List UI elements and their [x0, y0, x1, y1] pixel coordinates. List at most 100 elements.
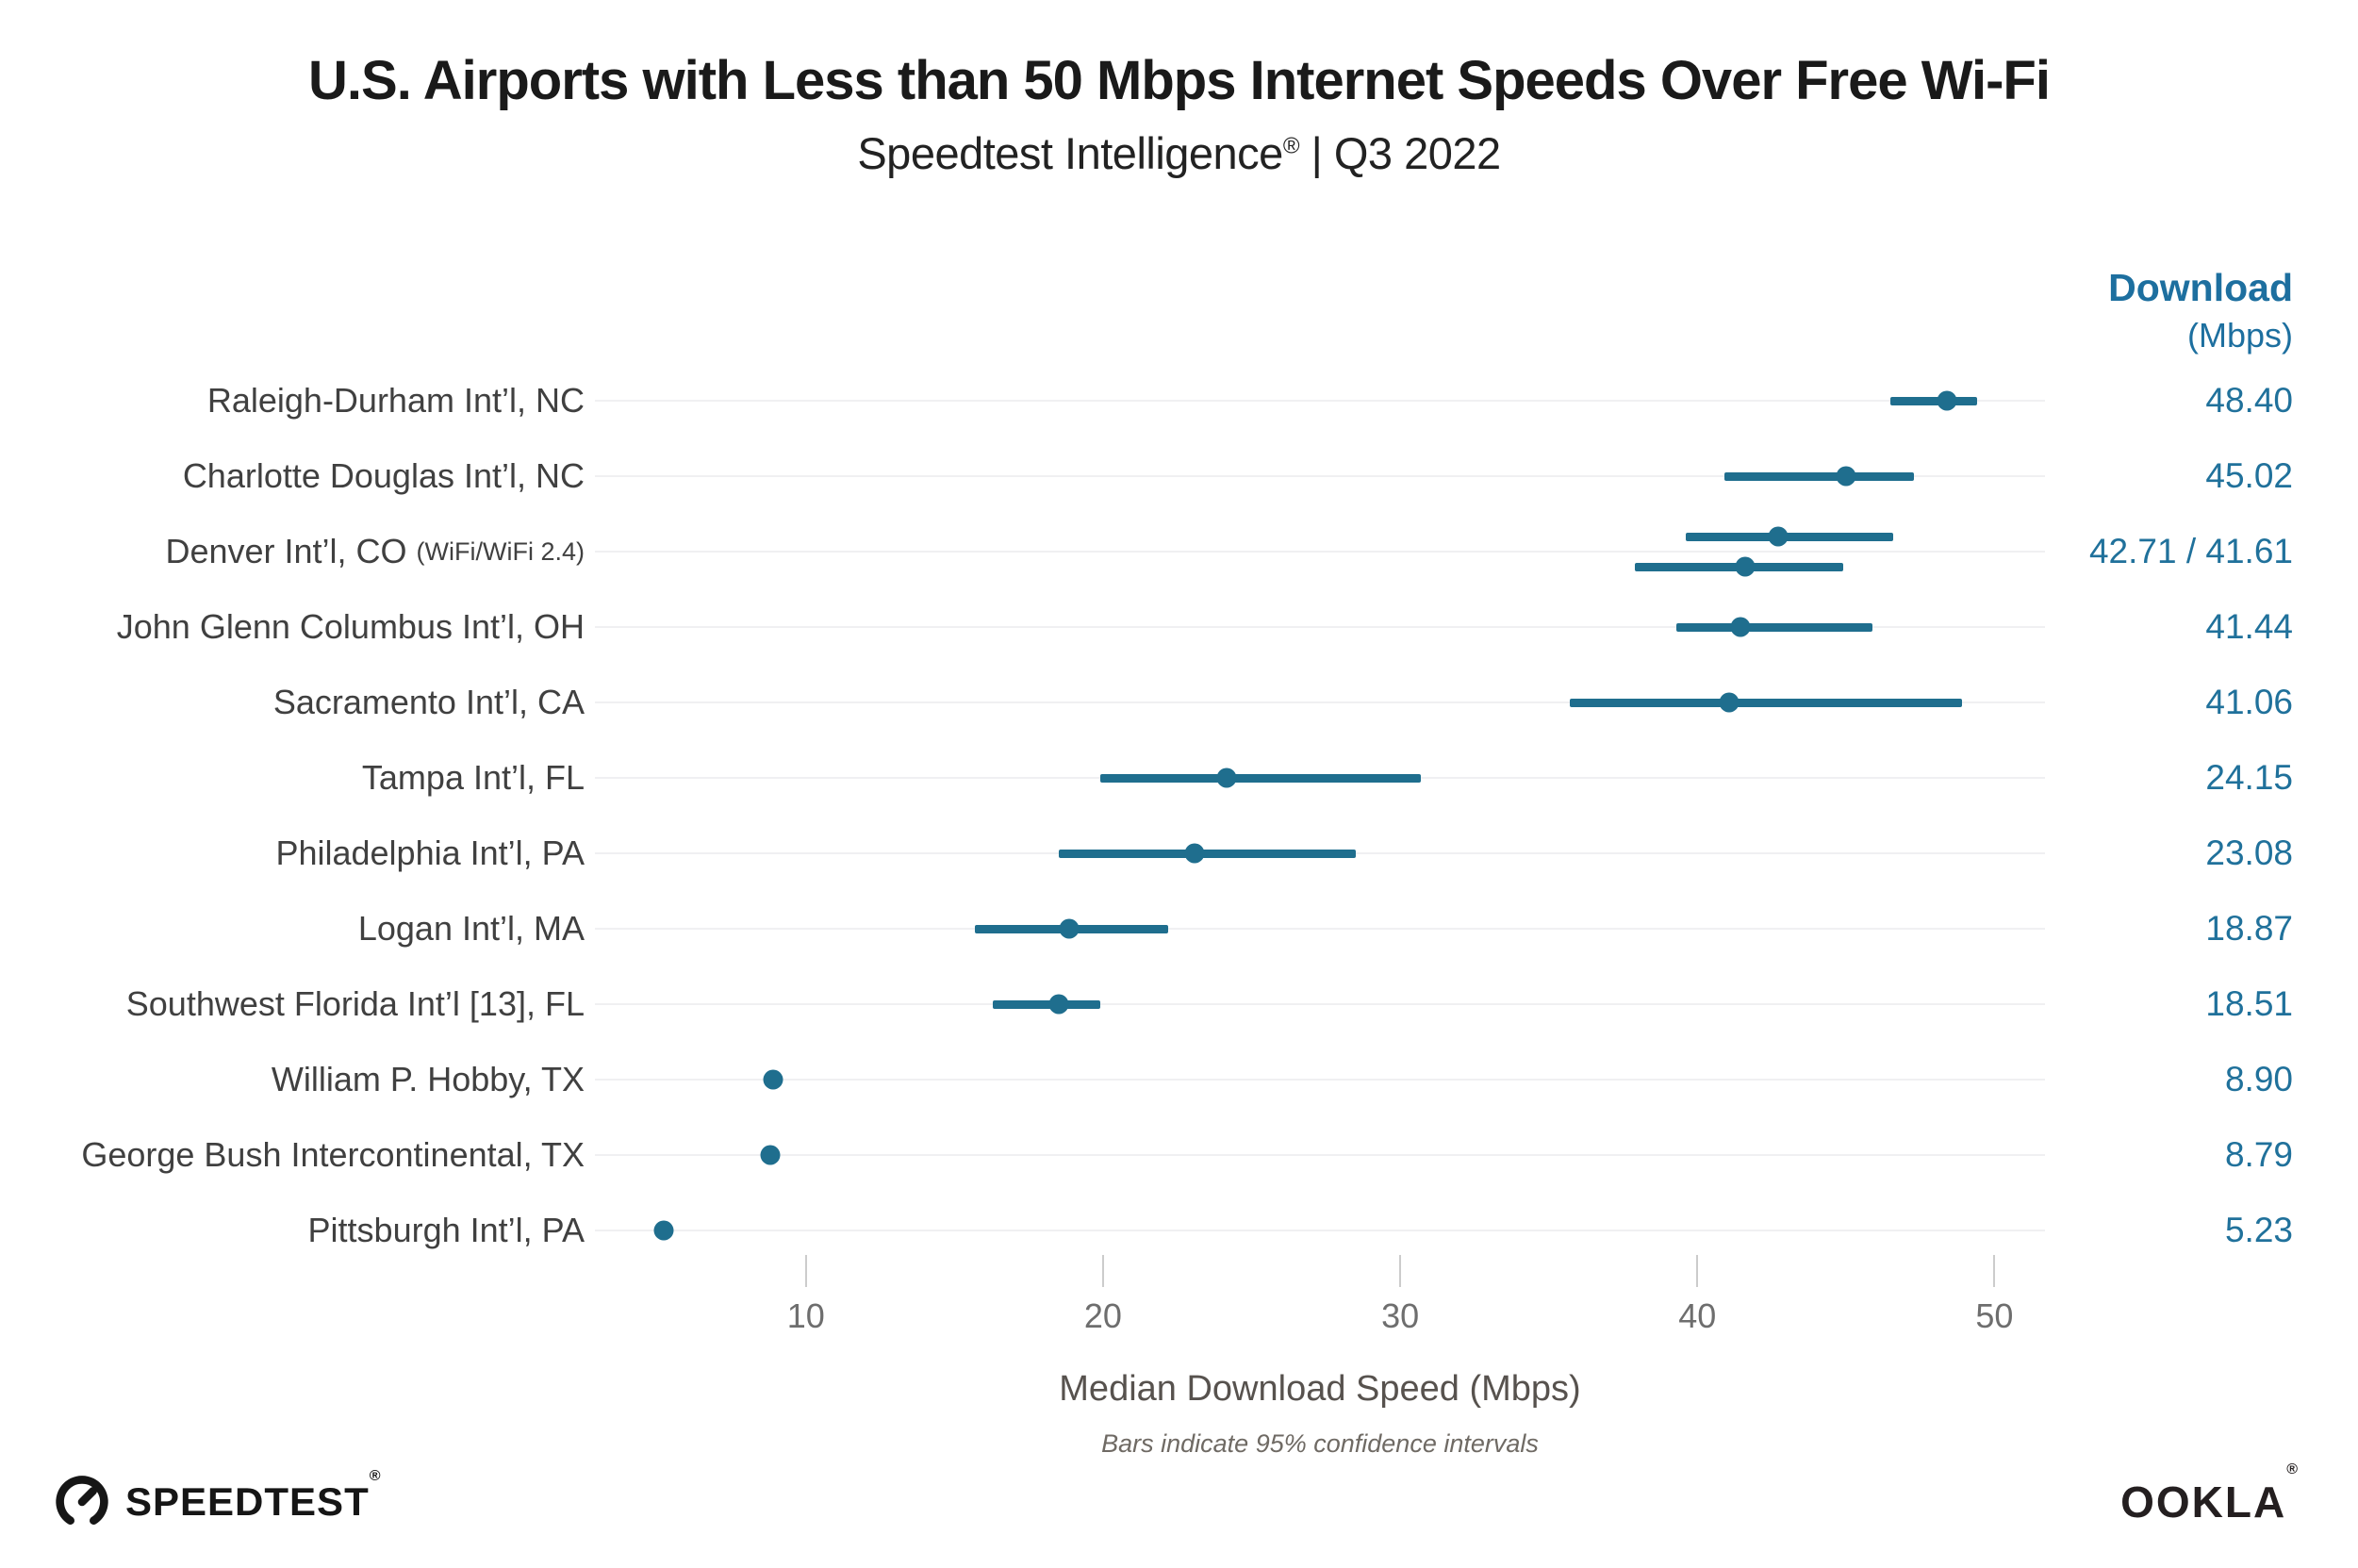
- chart-row: Logan Int’l, MA 18.87: [0, 891, 2358, 966]
- airport-label-note: (WiFi/WiFi 2.4): [416, 536, 585, 566]
- axis-tick: [1399, 1255, 1402, 1287]
- chart-header: U.S. Airports with Less than 50 Mbps Int…: [0, 49, 2358, 179]
- data-point-dot: [1048, 994, 1069, 1015]
- download-column-header-line1: Download: [2108, 266, 2293, 309]
- chart-row: Sacramento Int’l, CA 41.06: [0, 665, 2358, 740]
- download-value: 24.15: [2205, 758, 2293, 797]
- chart-row: Pittsburgh Int’l, PA 5.23: [0, 1193, 2358, 1268]
- download-value: 48.40: [2205, 381, 2293, 420]
- chart-row: William P. Hobby, TX 8.90: [0, 1042, 2358, 1117]
- row-gridline: [595, 928, 2045, 930]
- airport-label: William P. Hobby, TX: [271, 1060, 585, 1098]
- row-gridline: [595, 701, 2045, 703]
- row-gridline: [595, 626, 2045, 628]
- download-value: 41.44: [2205, 607, 2293, 646]
- confidence-interval-bar: [1685, 532, 1894, 541]
- chart-rows-area: Raleigh-Durham Int’l, NC 48.40 Charlotte D…: [0, 363, 2358, 1268]
- page-footer: SPEEDTEST® OOKLA®: [0, 1460, 2358, 1544]
- data-point-dot: [1059, 918, 1080, 939]
- row-plot-area: [595, 1117, 2045, 1193]
- download-value: 18.51: [2205, 984, 2293, 1023]
- ookla-wordmark: OOKLA: [2120, 1477, 2287, 1527]
- page-title: U.S. Airports with Less than 50 Mbps Int…: [308, 50, 2051, 111]
- confidence-interval-bar: [1676, 622, 1873, 632]
- data-point-dot: [763, 1069, 783, 1090]
- row-gridline: [595, 1230, 2045, 1231]
- row-plot-area: [595, 665, 2045, 740]
- axis-tick: [1696, 1255, 1699, 1287]
- airport-label: Philadelphia Int’l, PA: [275, 834, 585, 872]
- data-point-dot: [653, 1220, 674, 1241]
- row-plot-area: [595, 966, 2045, 1042]
- data-point-dot: [1719, 692, 1740, 713]
- row-plot-area: [595, 438, 2045, 514]
- row-plot-area: [595, 1042, 2045, 1117]
- data-point-dot: [1836, 466, 1856, 487]
- download-column-header: Download (Mbps): [2108, 266, 2293, 355]
- subtitle-period: | Q3 2022: [1299, 128, 1502, 178]
- data-point-dot: [1768, 526, 1789, 547]
- download-value: 5.23: [2224, 1211, 2293, 1249]
- chart-row: Denver Int’l, CO (WiFi/WiFi 2.4) 42.71 / 4…: [0, 514, 2358, 589]
- download-value: 45.02: [2205, 456, 2293, 495]
- download-column-header-line2: (Mbps): [2186, 316, 2293, 355]
- data-point-dot: [1937, 390, 1957, 411]
- registered-trademark-symbol: ®: [1282, 133, 1300, 159]
- airport-label: Logan Int’l, MA: [357, 909, 585, 948]
- row-plot-area: [595, 1193, 2045, 1268]
- row-plot-area: [595, 589, 2045, 665]
- chart-row: Philadelphia Int’l, PA 23.08: [0, 816, 2358, 891]
- chart-row: Charlotte Douglas Int’l, NC 45.02: [0, 438, 2358, 514]
- row-plot-area: [595, 891, 2045, 966]
- data-point-dot: [1735, 556, 1756, 577]
- row-plot-area: [595, 514, 2045, 589]
- chart-row: Southwest Florida Int’l [13], FL 18.51: [0, 966, 2358, 1042]
- row-gridline: [595, 551, 2045, 553]
- confidence-interval-bar: [1723, 471, 1915, 481]
- airport-label: Sacramento Int’l, CA: [272, 683, 585, 721]
- axis-tick: [1101, 1255, 1104, 1287]
- airport-label: Southwest Florida Int’l [13], FL: [125, 984, 585, 1023]
- axis-tick-label: 40: [1678, 1296, 1717, 1335]
- chart-row: John Glenn Columbus Int’l, OH 41.44: [0, 589, 2358, 665]
- axis-tick: [804, 1255, 807, 1287]
- axis-tick-label: 10: [786, 1296, 825, 1335]
- row-gridline: [595, 475, 2045, 477]
- row-gridline: [595, 1003, 2045, 1005]
- confidence-interval-bar: [1890, 396, 1977, 405]
- airport-label: Pittsburgh Int’l, PA: [307, 1211, 585, 1249]
- chart-row: Raleigh-Durham Int’l, NC 48.40: [0, 363, 2358, 438]
- airport-label: George Bush Intercontinental, TX: [81, 1135, 585, 1174]
- airport-label: Denver Int’l, CO (WiFi/WiFi 2.4): [165, 532, 585, 570]
- chart-footnote: Bars indicate 95% confidence intervals: [1101, 1429, 1539, 1458]
- speedtest-registered-mark: ®: [369, 1468, 382, 1484]
- row-plot-area: [595, 740, 2045, 816]
- download-value: 18.87: [2205, 909, 2293, 948]
- airport-label: John Glenn Columbus Int’l, OH: [116, 607, 585, 646]
- ookla-logo: OOKLA®: [2120, 1461, 2300, 1527]
- download-value: 23.08: [2205, 834, 2293, 872]
- confidence-interval-bar: [993, 999, 1100, 1009]
- ookla-registered-mark: ®: [2286, 1461, 2300, 1477]
- download-value: 8.79: [2224, 1135, 2293, 1174]
- speedtest-logo: SPEEDTEST®: [52, 1468, 382, 1532]
- row-gridline: [595, 1154, 2045, 1156]
- row-plot-area: [595, 816, 2045, 891]
- axis-tick-label: 30: [1381, 1296, 1420, 1335]
- data-point-dot: [760, 1145, 781, 1165]
- speedtest-gauge-icon: [52, 1472, 112, 1532]
- subtitle-brand: Speedtest Intelligence: [857, 128, 1283, 178]
- row-plot-area: [595, 363, 2045, 438]
- data-point-dot: [1216, 767, 1237, 788]
- axis-tick: [1993, 1255, 1996, 1287]
- confidence-interval-bar: [1569, 698, 1962, 707]
- airport-label: Charlotte Douglas Int’l, NC: [182, 456, 585, 495]
- airport-label: Raleigh-Durham Int’l, NC: [206, 381, 585, 420]
- chart-row: Tampa Int’l, FL 24.15: [0, 740, 2358, 816]
- chart-row: George Bush Intercontinental, TX 8.79: [0, 1117, 2358, 1193]
- download-value: 42.71 / 41.61: [2088, 532, 2293, 570]
- airport-label: Tampa Int’l, FL: [361, 758, 585, 797]
- axis-tick-label: 50: [1975, 1296, 2014, 1335]
- speedtest-wordmark: SPEEDTEST®: [125, 1468, 382, 1524]
